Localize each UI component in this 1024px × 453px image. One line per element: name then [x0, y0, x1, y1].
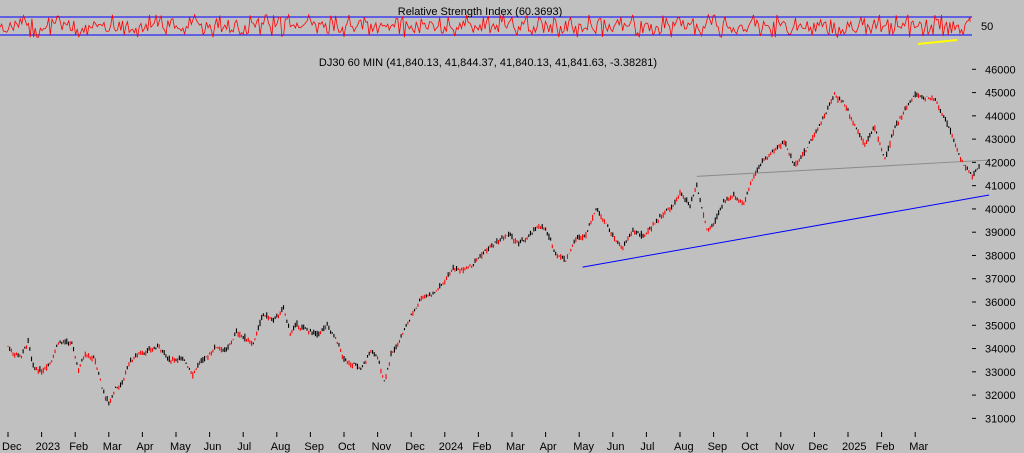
x-tick-label: 2025 — [842, 441, 866, 453]
price-bars — [7, 91, 980, 406]
x-tick-label: Sep — [304, 441, 324, 453]
y-tick-label: 31000 — [985, 413, 1016, 425]
x-tick-label: Jun — [607, 441, 625, 453]
x-tick-label: Mar — [909, 441, 928, 453]
x-tick-label: Feb — [472, 441, 491, 453]
rsi-line — [0, 13, 971, 39]
y-tick-label: 33000 — [985, 367, 1016, 379]
trendlines — [582, 159, 990, 268]
trendline-neckline — [696, 159, 990, 177]
y-tick-label: 46000 — [985, 64, 1016, 76]
x-tick-label: Oct — [338, 441, 355, 453]
x-tick-label: Dec — [2, 441, 22, 453]
trendline-support — [582, 194, 990, 268]
x-tick-label: Dec — [405, 441, 425, 453]
y-tick-label: 35000 — [985, 320, 1016, 332]
x-tick-label: 2024 — [439, 441, 463, 453]
x-tick-label: Mar — [506, 441, 525, 453]
x-tick-label: Aug — [271, 441, 291, 453]
x-tick-label: Oct — [741, 441, 758, 453]
x-tick-label: May — [170, 441, 191, 453]
x-tick-label: May — [573, 441, 594, 453]
y-tick-label: 32000 — [985, 390, 1016, 402]
rsi-tick-label: 50 — [981, 21, 993, 33]
x-tick-label: Apr — [540, 441, 557, 453]
y-tick-label: 45000 — [985, 88, 1016, 100]
price-title: DJ30 60 MIN (41,840.13, 41,844.37, 41,84… — [319, 57, 657, 69]
rsi-title: Relative Strength Index (60.3693) — [398, 6, 563, 18]
x-tick-label: Jun — [204, 441, 222, 453]
x-tick-label: Aug — [674, 441, 694, 453]
y-tick-label: 34000 — [985, 344, 1016, 356]
y-axis: 31000 32000 33000 34000 35000 36000 37000 38000… — [972, 64, 1016, 425]
x-tick-label: Nov — [372, 441, 392, 453]
y-tick-label: 42000 — [985, 157, 1016, 169]
y-tick-label: 43000 — [985, 134, 1016, 146]
x-tick-label: Nov — [775, 441, 795, 453]
x-tick-label: Feb — [69, 441, 88, 453]
y-tick-label: 41000 — [985, 181, 1016, 193]
y-tick-label: 39000 — [985, 227, 1016, 239]
x-tick-label: Dec — [808, 441, 828, 453]
x-tick-label: Sep — [708, 441, 728, 453]
y-tick-label: 36000 — [985, 297, 1016, 309]
x-axis: Dec 2023 Feb Mar Apr May Jun Jul Aug Sep Oct Nov Dec… — [2, 432, 928, 453]
x-tick-label: Jul — [640, 441, 654, 453]
x-tick-label: 2023 — [36, 441, 60, 453]
y-tick-label: 38000 — [985, 250, 1016, 262]
rsi-divergence-line — [917, 39, 958, 45]
x-tick-label: Jul — [237, 441, 251, 453]
y-tick-label: 44000 — [985, 111, 1016, 123]
y-tick-label: 40000 — [985, 204, 1016, 216]
y-tick-label: 37000 — [985, 274, 1016, 286]
x-tick-label: Apr — [136, 441, 153, 453]
x-tick-label: Mar — [103, 441, 122, 453]
x-tick-label: Feb — [876, 441, 895, 453]
rsi-panel: Relative Strength Index (60.3693) 50 — [0, 6, 993, 45]
